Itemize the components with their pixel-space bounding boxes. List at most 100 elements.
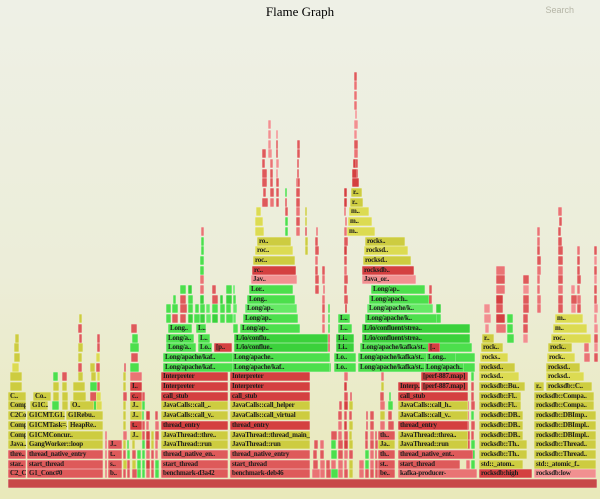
frame-j-[interactable]: J..	[130, 411, 142, 421]
texture-frame[interactable]	[200, 226, 204, 236]
texture-frame[interactable]	[123, 469, 127, 479]
texture-frame[interactable]	[9, 382, 23, 391]
texture-frame[interactable]	[305, 207, 308, 217]
texture-frame[interactable]	[344, 246, 347, 256]
texture-frame[interactable]	[200, 246, 205, 256]
frame-thread-entry[interactable]: thread_entry	[398, 420, 468, 430]
texture-frame[interactable]	[344, 226, 347, 236]
texture-frame[interactable]	[388, 391, 392, 401]
texture-frame[interactable]	[380, 411, 385, 421]
texture-frame[interactable]	[104, 469, 108, 479]
texture-frame[interactable]	[380, 372, 385, 382]
frame-c-[interactable]: c..	[130, 391, 142, 401]
search-button[interactable]: Search	[545, 5, 574, 15]
frame-c2co-[interactable]: C2Co..	[8, 411, 26, 421]
texture-frame[interactable]	[304, 236, 308, 246]
texture-frame[interactable]	[285, 197, 288, 207]
texture-frame[interactable]	[319, 459, 326, 469]
frame-javathread-run[interactable]: JavaThread::run	[398, 440, 468, 450]
texture-frame[interactable]	[328, 343, 331, 353]
texture-frame[interactable]	[577, 265, 580, 275]
texture-frame[interactable]	[155, 449, 159, 459]
texture-frame[interactable]	[594, 294, 598, 304]
texture-frame[interactable]	[232, 323, 238, 333]
texture-frame[interactable]	[354, 91, 357, 100]
texture-frame[interactable]	[123, 362, 126, 372]
frame-l-[interactable]: L..	[198, 333, 210, 343]
texture-frame[interactable]	[142, 420, 145, 430]
texture-frame[interactable]	[296, 188, 300, 197]
texture-frame[interactable]	[558, 207, 562, 217]
texture-frame[interactable]	[380, 391, 385, 401]
texture-frame[interactable]	[322, 265, 325, 275]
texture-frame[interactable]	[155, 459, 159, 469]
texture-frame[interactable]	[199, 314, 206, 324]
frame-rocksdb-bu-[interactable]: rocksdb::Bu..	[479, 382, 525, 391]
texture-frame[interactable]	[132, 440, 136, 450]
texture-frame[interactable]	[358, 469, 365, 479]
texture-frame[interactable]	[142, 411, 145, 421]
texture-frame[interactable]	[558, 246, 563, 256]
texture-frame[interactable]	[130, 362, 140, 372]
texture-frame[interactable]	[338, 420, 343, 430]
texture-frame[interactable]	[61, 391, 69, 401]
texture-frame[interactable]	[313, 459, 318, 469]
texture-frame[interactable]	[233, 285, 236, 294]
texture-frame[interactable]	[558, 275, 563, 285]
frame-gangworker-loop[interactable]: GangWorker::loop	[27, 440, 103, 450]
frame-rocksdb-compa-[interactable]: rocksdb::Compa..	[534, 391, 594, 401]
texture-frame[interactable]	[344, 285, 348, 294]
texture-frame[interactable]	[537, 304, 541, 314]
texture-frame[interactable]	[558, 255, 563, 265]
texture-frame[interactable]	[14, 333, 20, 343]
texture-frame[interactable]	[150, 469, 155, 479]
frame-long-[interactable]: Long..	[168, 323, 192, 333]
texture-frame[interactable]	[374, 459, 379, 469]
texture-frame[interactable]	[137, 469, 141, 479]
texture-frame[interactable]	[53, 372, 58, 382]
texture-frame[interactable]	[151, 449, 154, 459]
texture-frame[interactable]	[322, 285, 326, 294]
texture-frame[interactable]	[261, 197, 268, 207]
frame-rocksdb-c-[interactable]: rocksdb::C..	[546, 382, 592, 391]
frame-long-apache-kaf-[interactable]: Long/apache/kaf..	[163, 362, 233, 372]
texture-frame[interactable]	[365, 420, 369, 430]
texture-frame[interactable]	[313, 440, 318, 450]
frame-rocksdb-fl-[interactable]: rocksdb::Fl..	[479, 401, 521, 411]
frame-g1rebu-[interactable]: G1Rebu..	[66, 411, 103, 421]
texture-frame[interactable]	[344, 275, 348, 285]
texture-frame[interactable]	[96, 333, 101, 343]
texture-frame[interactable]	[315, 226, 319, 236]
texture-frame[interactable]	[297, 158, 300, 168]
texture-frame[interactable]	[322, 304, 326, 314]
texture-frame[interactable]	[95, 391, 102, 401]
texture-frame[interactable]	[89, 401, 99, 411]
texture-frame[interactable]	[594, 265, 598, 275]
frame-javacalls-call-helper[interactable]: JavaCalls::call_helper	[230, 401, 310, 411]
frame-rocksdb-th-[interactable]: rocksdb::Th..	[479, 449, 527, 459]
texture-frame[interactable]	[343, 469, 348, 479]
texture-frame[interactable]	[349, 411, 353, 421]
frame-thre-[interactable]: thre..	[8, 449, 26, 459]
texture-frame[interactable]	[200, 255, 204, 265]
texture-frame[interactable]	[179, 314, 187, 324]
texture-frame[interactable]	[315, 236, 318, 246]
texture-frame[interactable]	[188, 294, 193, 304]
frame-rocksdb-thread-[interactable]: rocksdb::Thread..	[534, 449, 596, 459]
texture-frame[interactable]	[78, 372, 83, 382]
texture-frame[interactable]	[388, 411, 393, 421]
texture-frame[interactable]	[205, 314, 212, 324]
texture-frame[interactable]	[136, 459, 142, 469]
texture-frame[interactable]	[365, 430, 368, 440]
frame-l-[interactable]: L..	[338, 314, 350, 324]
frame-r-[interactable]: r..	[350, 197, 363, 207]
texture-frame[interactable]	[331, 459, 336, 469]
texture-frame[interactable]	[123, 449, 127, 459]
frame--perf-887-map-[interactable]: [perf-887.map]	[421, 372, 468, 382]
frame-rocksd-[interactable]: rocksd..	[364, 246, 408, 256]
texture-frame[interactable]	[484, 304, 490, 314]
texture-frame[interactable]	[343, 401, 348, 411]
frame-thread-native-entry[interactable]: thread_native_entry	[230, 449, 310, 459]
texture-frame[interactable]	[375, 449, 378, 459]
texture-frame[interactable]	[137, 449, 141, 459]
